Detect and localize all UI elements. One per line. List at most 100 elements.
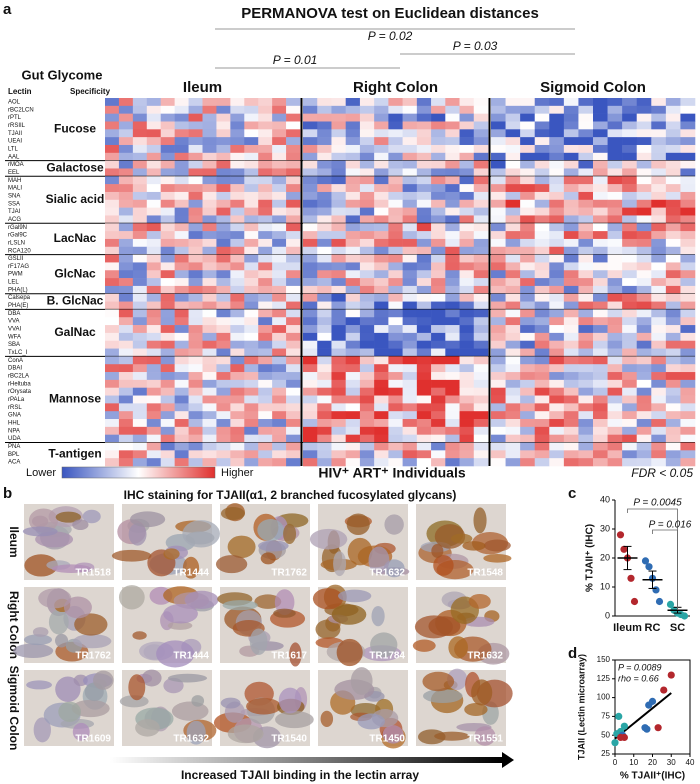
heatmap-cell <box>680 254 696 263</box>
heatmap-cell <box>230 379 245 389</box>
heatmap-cell <box>174 387 189 396</box>
heatmap-cell <box>216 332 231 342</box>
heatmap-cell <box>303 113 318 122</box>
heatmap-cell <box>578 340 594 349</box>
heatmap-cell <box>202 144 217 154</box>
tissue <box>275 711 314 729</box>
heatmap-cell <box>665 191 681 201</box>
heatmap-cell <box>216 144 231 154</box>
heatmap-cell <box>607 246 623 255</box>
heatmap-cell <box>607 184 623 193</box>
heatmap-cell <box>445 364 460 373</box>
column-header: Lectin <box>8 87 32 96</box>
heatmap-cell <box>303 348 318 357</box>
heatmap-cell <box>665 152 681 161</box>
heatmap-cell <box>303 238 318 248</box>
heatmap-cell <box>317 105 332 114</box>
heatmap-cell <box>230 325 245 334</box>
heatmap-cell <box>202 348 217 357</box>
tissue <box>371 605 385 627</box>
heatmap-cell <box>459 184 475 193</box>
heatmap-cell <box>680 450 696 459</box>
heatmap-cell <box>230 301 245 310</box>
heatmap-cell <box>549 356 565 365</box>
heatmap-cell <box>402 176 418 185</box>
tissue <box>309 528 348 550</box>
heatmap-cell <box>491 270 506 279</box>
heatmap-cell <box>303 191 318 201</box>
heatmap-cell <box>651 434 667 443</box>
heatmap-cell <box>680 356 696 365</box>
heatmap-cell <box>680 348 696 357</box>
heatmap-cell <box>174 309 189 318</box>
heatmap-cell <box>345 176 361 185</box>
heatmap-cell <box>563 113 579 122</box>
heatmap-cell <box>402 278 418 287</box>
heatmap-cell <box>549 395 565 404</box>
heatmap-cell <box>636 223 652 232</box>
heatmap-cell <box>445 434 460 443</box>
heatmap-cell <box>216 270 231 279</box>
heatmap-cell <box>593 458 608 467</box>
heatmap-cell <box>549 442 565 451</box>
heatmap-cell <box>174 285 189 295</box>
heatmap-cell <box>607 121 623 130</box>
heatmap-cell <box>258 364 273 373</box>
heatmap-cell <box>549 309 565 318</box>
heatmap-cell <box>272 450 287 459</box>
heatmap-cell <box>303 450 318 459</box>
heatmap-cell <box>374 309 389 318</box>
heatmap-cell <box>230 262 245 271</box>
heatmap-cell <box>445 191 460 201</box>
heatmap-cell <box>665 356 681 365</box>
heatmap-cell <box>216 215 231 224</box>
heatmap-cell <box>607 356 623 365</box>
heatmap-cell <box>520 309 536 318</box>
heatmap-cell <box>244 340 259 349</box>
heatmap-cell <box>216 411 231 420</box>
heatmap-cell <box>636 137 652 146</box>
tissue <box>434 731 470 741</box>
heatmap-cell <box>258 238 273 248</box>
heatmap-cell <box>651 168 667 177</box>
heatmap-cell <box>374 395 389 404</box>
heatmap-cell <box>416 160 432 169</box>
heatmap-cell <box>593 450 608 459</box>
y-tick-label: 25 <box>601 749 610 758</box>
heatmap-cell <box>491 426 506 435</box>
heatmap-cell <box>286 309 301 318</box>
heatmap-cell <box>303 317 318 326</box>
heatmap-cell <box>445 144 460 154</box>
heatmap-cell <box>160 379 175 389</box>
heatmap-cell <box>317 246 332 255</box>
heatmap-cell <box>317 231 332 240</box>
heatmap-cell <box>505 144 521 154</box>
heatmap-cell <box>388 419 403 428</box>
heatmap-cell <box>105 207 120 216</box>
heatmap-cell <box>578 332 594 342</box>
heatmap-cell <box>286 317 301 326</box>
heatmap-cell <box>174 184 189 193</box>
heatmap-cell <box>230 293 245 302</box>
column-header: Specificity <box>70 87 111 96</box>
heatmap-cell <box>160 160 175 169</box>
tissue <box>182 520 220 548</box>
heatmap-cell <box>160 348 175 357</box>
heatmap-cell <box>258 458 273 467</box>
heatmap-cell <box>563 121 579 130</box>
heatmap-cell <box>491 434 506 443</box>
heatmap-cell <box>244 184 259 193</box>
heatmap-cell <box>622 278 638 287</box>
heatmap-cell <box>272 411 287 420</box>
heatmap-cell <box>534 285 550 295</box>
ihc-image: TR1632 <box>309 504 410 580</box>
heatmap-cell <box>303 340 318 349</box>
heatmap-cell <box>505 442 521 451</box>
heatmap-cell <box>359 411 375 420</box>
heatmap-cell <box>230 238 245 248</box>
heatmap-cell <box>146 246 162 255</box>
heatmap-cell <box>459 144 475 154</box>
tissue <box>433 555 454 576</box>
heatmap-cell <box>651 199 667 208</box>
heatmap-cell <box>345 137 361 146</box>
